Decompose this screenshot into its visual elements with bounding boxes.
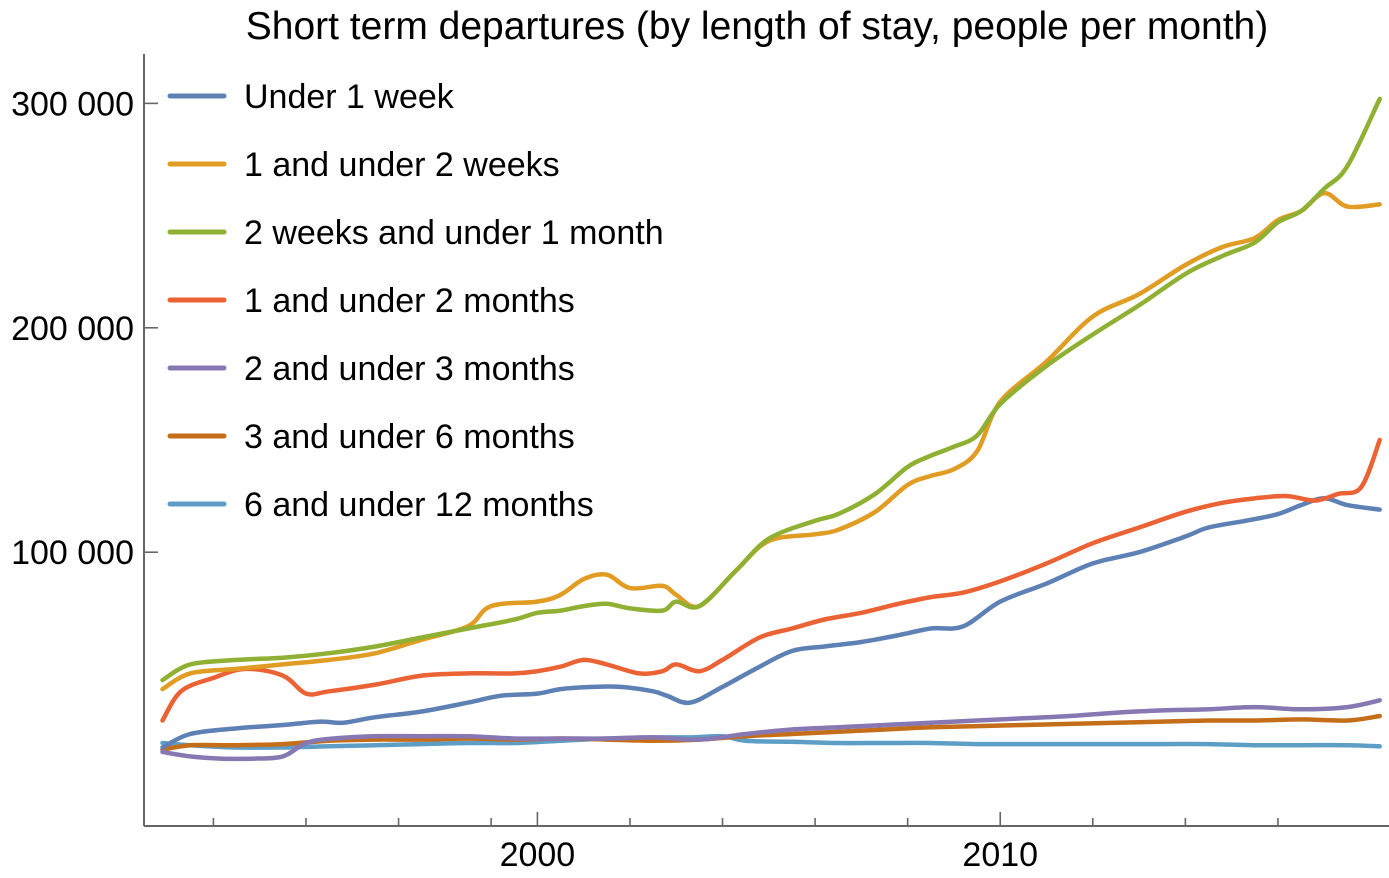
- legend-label: 3 and under 6 months: [244, 418, 575, 456]
- legend-label: Under 1 week: [244, 78, 455, 116]
- y-tick-label: 300 000: [11, 85, 134, 123]
- legend: Under 1 week 1 and under 2 weeks 2 weeks a…: [167, 78, 664, 524]
- y-tick-label: 200 000: [11, 310, 134, 348]
- y-tick-label: 100 000: [11, 534, 134, 572]
- legend-label: 2 weeks and under 1 month: [244, 214, 664, 252]
- legend-label: 6 and under 12 months: [244, 486, 594, 524]
- tick-labels: 100 000 200 000 300 000 2000 2010: [11, 85, 1038, 874]
- series-line-1-and-under-2-months: [160, 437, 1382, 723]
- ticks: [144, 102, 1279, 826]
- legend-label: 2 and under 3 months: [244, 350, 575, 388]
- series-lines: [160, 96, 1382, 762]
- chart-title: Short term departures (by length of stay…: [246, 5, 1268, 48]
- series-line-3-and-under-6-months: [160, 713, 1382, 752]
- legend-label: 1 and under 2 weeks: [244, 146, 560, 184]
- series-line-2-and-under-3-months: [160, 698, 1382, 762]
- series-line-6-and-under-12-months: [160, 733, 1382, 750]
- series-line-2-weeks-and-under-1-month: [160, 96, 1382, 683]
- series-line-under-1-week: [160, 496, 1382, 750]
- axes: [143, 54, 1389, 827]
- x-tick-label: 2000: [500, 836, 576, 874]
- x-tick-label: 2010: [962, 836, 1038, 874]
- legend-label: 1 and under 2 months: [244, 282, 575, 320]
